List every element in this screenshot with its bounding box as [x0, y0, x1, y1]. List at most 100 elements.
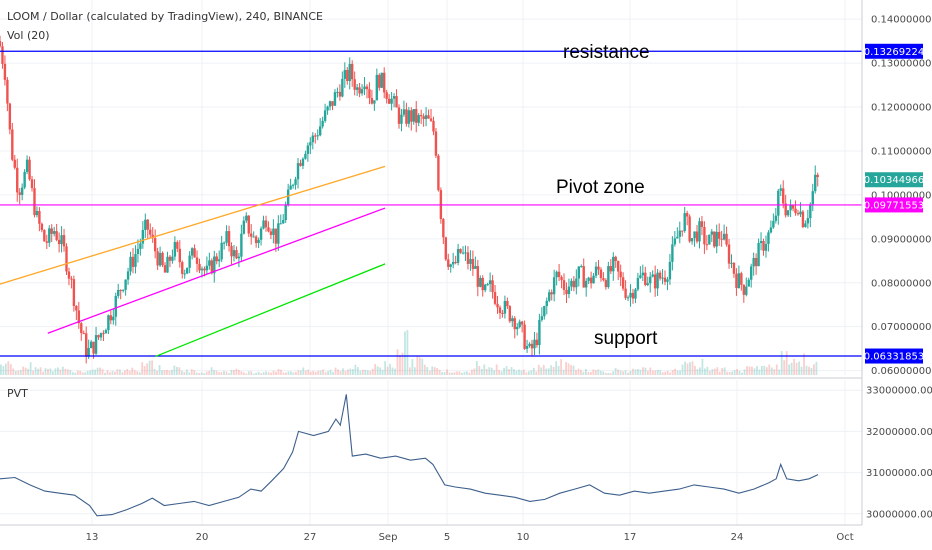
candle-body: [412, 109, 415, 122]
volume-bar: [215, 370, 218, 375]
candle-body: [45, 241, 48, 243]
candle-body: [30, 179, 34, 189]
pvt-indicator-label[interactable]: PVT: [7, 387, 28, 400]
price-tag-resistance-label: 0.13269224: [864, 47, 924, 58]
volume-bar: [664, 371, 667, 375]
candle-body: [289, 185, 292, 190]
volume-bar: [733, 370, 736, 375]
candle-body: [227, 231, 231, 247]
candle-body: [346, 70, 349, 81]
volume-bar: [386, 366, 389, 375]
volume-bar: [188, 372, 191, 375]
candle-body: [742, 284, 746, 295]
candle-body: [486, 284, 489, 286]
volume-bar: [622, 371, 624, 375]
candle-body: [360, 89, 364, 94]
candle-body: [304, 153, 307, 159]
candle-body: [580, 266, 583, 268]
volume-bar: [344, 370, 347, 375]
price-tick-label: 0.12000000: [871, 103, 931, 114]
volume-bar: [582, 371, 585, 375]
volume-bar: [411, 359, 414, 375]
volume-bars: [0, 330, 818, 375]
volume-bar: [158, 365, 161, 375]
candle-body: [136, 248, 140, 254]
volume-bar: [235, 368, 238, 375]
trend-channel: [0, 165, 386, 358]
candle-body: [592, 275, 595, 284]
volume-bar: [639, 369, 642, 375]
candle-body: [232, 250, 236, 257]
candle-body: [644, 272, 647, 285]
volume-bar: [741, 372, 743, 375]
candle-body: [301, 158, 305, 166]
candle-body: [267, 227, 270, 232]
candle-body: [646, 283, 649, 285]
volume-bar: [52, 371, 54, 375]
price-tick-label: 0.11000000: [871, 146, 931, 157]
candle-body: [543, 306, 546, 317]
volume-bar: [381, 369, 384, 375]
volume-bar: [575, 370, 577, 375]
candle-body: [523, 324, 526, 349]
volume-bar: [220, 372, 223, 375]
volume-bar: [773, 369, 776, 375]
volume-bar: [290, 371, 292, 375]
time-tick-label: 27: [304, 532, 317, 543]
volume-bar: [257, 371, 260, 375]
candle-body: [651, 274, 654, 277]
volume-bar: [337, 369, 339, 375]
candle-body: [429, 118, 433, 121]
volume-bar: [713, 368, 716, 375]
candle-body: [89, 341, 93, 349]
candle-body: [269, 231, 273, 235]
candle-body: [626, 297, 630, 299]
volume-bar: [520, 370, 523, 375]
candle-body: [479, 277, 482, 287]
price-tag-pivot-label: 0.09771553: [864, 200, 924, 211]
candle-body: [230, 246, 233, 257]
candle-body: [20, 187, 24, 195]
candle-body: [649, 276, 652, 284]
volume-bar: [689, 362, 691, 375]
volume-bar: [649, 367, 652, 375]
pvt-tick-label: 33000000.0000: [866, 386, 932, 397]
candle-body: [491, 280, 494, 293]
candle-body: [351, 63, 354, 80]
volume-bar: [146, 363, 149, 375]
candle-body: [173, 242, 177, 257]
candle-body: [814, 174, 817, 192]
candle-body: [245, 215, 248, 221]
candle-body: [550, 292, 553, 295]
volume-bar: [109, 372, 111, 375]
candle-body: [341, 78, 344, 97]
candle-body: [427, 115, 430, 119]
volume-bar: [619, 370, 622, 375]
candle-body: [757, 243, 760, 267]
candle-body: [786, 210, 790, 216]
volume-bar: [309, 371, 312, 375]
pvt-axis[interactable]: 30000000.0000 31000000.0000 32000000.0000 3…: [866, 386, 932, 521]
price-axis[interactable]: 0.06000000 0.07000000 0.08000000 0.09000000…: [871, 15, 931, 377]
candle-body: [107, 315, 110, 331]
candle-body: [190, 248, 194, 256]
volume-bar: [537, 364, 540, 375]
volume-indicator-label[interactable]: Vol (20): [7, 29, 50, 42]
candle-body: [493, 292, 497, 304]
time-axis[interactable]: 13 20 27 Sep 5 10 17 24 Oct: [86, 532, 854, 543]
volume-bar: [624, 370, 627, 375]
volume-bar: [322, 369, 325, 375]
volume-bar: [746, 366, 748, 375]
volume-bar: [483, 364, 486, 375]
volume-bar: [384, 361, 387, 375]
candle-body: [666, 279, 669, 282]
volume-bar: [153, 368, 156, 375]
candle-body: [176, 242, 179, 249]
level-lines: [0, 50, 862, 357]
volume-bar: [9, 364, 12, 375]
volume-bar: [272, 370, 275, 375]
volume-bar: [503, 368, 505, 375]
candle-body: [215, 256, 218, 262]
candle-body: [282, 220, 285, 224]
volume-bar: [24, 367, 27, 375]
